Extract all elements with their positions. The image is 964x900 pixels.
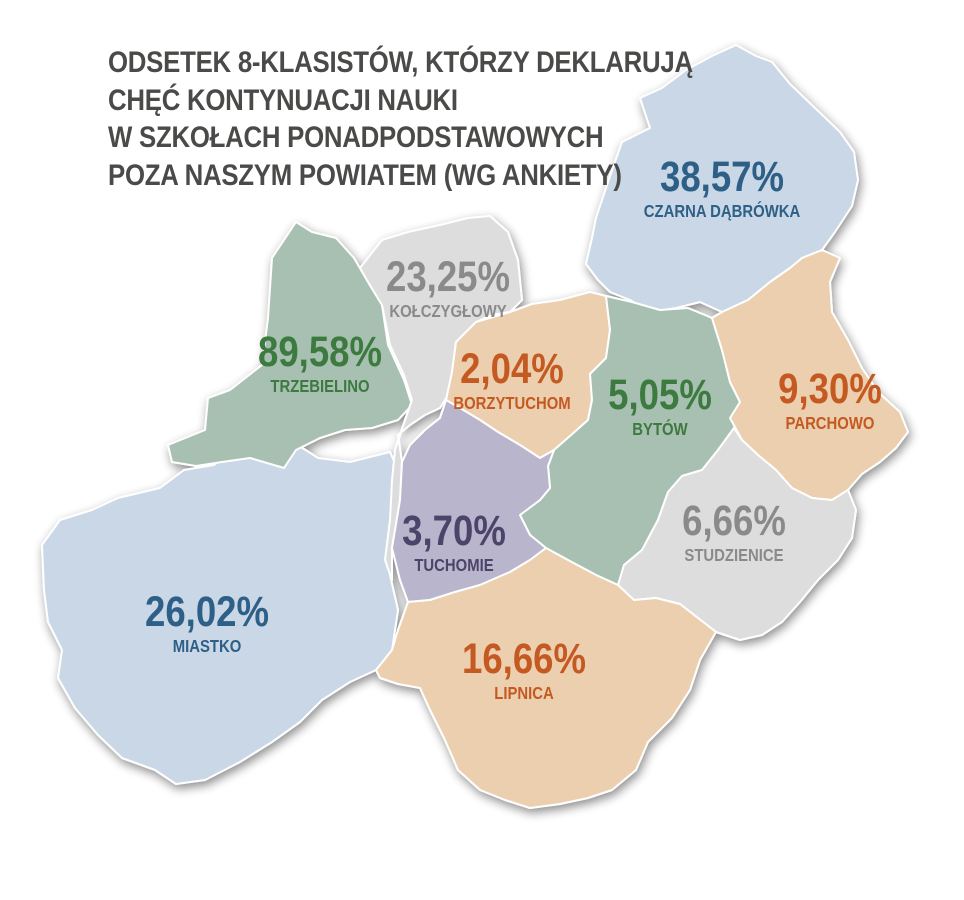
label-tuchomie: 3,70% TUCHOMIE xyxy=(402,508,506,576)
label-lipnica: 16,66% LIPNICA xyxy=(462,636,586,704)
name-parchowo: PARCHOWO xyxy=(785,413,875,433)
region-parchowo xyxy=(711,249,909,501)
value-czarna-dabrowka: 38,57% xyxy=(660,153,784,201)
region-trzebielino xyxy=(167,221,413,469)
value-trzebielino: 89,58% xyxy=(258,328,382,376)
region-lipnica xyxy=(375,547,717,809)
label-kolczyglowy: 23,25% KOŁCZYGŁOWY xyxy=(386,254,510,322)
name-miastko: MIASTKO xyxy=(172,636,242,656)
name-tuchomie: TUCHOMIE xyxy=(414,555,494,575)
value-bytow: 5,05% xyxy=(608,371,712,419)
name-czarna-dabrowka: CZARNA DĄBRÓWKA xyxy=(643,201,801,221)
value-parchowo: 9,30% xyxy=(778,365,882,413)
title-line-2: CHĘĆ KONTYNUACJI NAUKI xyxy=(108,83,458,117)
region-studzienice xyxy=(617,427,857,641)
label-bytow: 5,05% BYTÓW xyxy=(608,372,712,440)
label-miastko: 26,02% MIASTKO xyxy=(145,589,269,657)
name-bytow: BYTÓW xyxy=(632,419,688,439)
value-lipnica: 16,66% xyxy=(462,635,586,683)
page-title: ODSETEK 8-KLASISTÓW, KTÓRZY DEKLARUJĄ CH… xyxy=(108,44,693,194)
title-line-3: W SZKOŁACH PONADPODSTAWOWYCH xyxy=(108,121,604,154)
value-miastko: 26,02% xyxy=(145,588,269,636)
name-studzienice: STUDZIENICE xyxy=(684,545,784,565)
value-kolczyglowy: 23,25% xyxy=(386,253,510,301)
value-studzienice: 6,66% xyxy=(682,497,786,545)
value-tuchomie: 3,70% xyxy=(402,507,506,555)
name-lipnica: LIPNICA xyxy=(494,683,554,703)
label-trzebielino: 89,58% TRZEBIELINO xyxy=(258,329,382,397)
label-borzytuchom: 2,04% BORZYTUCHOM xyxy=(453,346,570,414)
title-line-1: ODSETEK 8-KLASISTÓW, KTÓRZY DEKLARUJĄ xyxy=(108,46,693,79)
name-kolczyglowy: KOŁCZYGŁOWY xyxy=(389,301,507,321)
label-parchowo: 9,30% PARCHOWO xyxy=(778,366,882,434)
name-borzytuchom: BORZYTUCHOM xyxy=(453,393,571,413)
region-miastko xyxy=(41,439,399,785)
value-borzytuchom: 2,04% xyxy=(460,345,564,393)
name-trzebielino: TRZEBIELINO xyxy=(270,376,370,396)
label-studzienice: 6,66% STUDZIENICE xyxy=(682,498,786,566)
label-czarna-dabrowka: 38,57% CZARNA DĄBRÓWKA xyxy=(644,154,800,222)
title-line-4: POZA NASZYM POWIATEM (WG ANKIETY) xyxy=(108,158,622,192)
